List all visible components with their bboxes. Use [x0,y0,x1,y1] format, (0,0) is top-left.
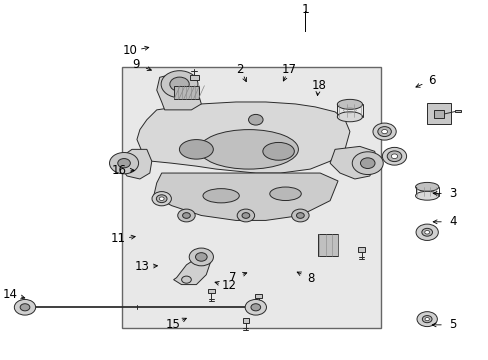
Ellipse shape [390,154,397,158]
Ellipse shape [337,99,362,109]
Polygon shape [120,149,151,179]
Ellipse shape [416,312,436,327]
Bar [255,294,262,298]
Circle shape [351,152,383,175]
Ellipse shape [263,143,294,160]
Circle shape [181,276,191,283]
Ellipse shape [381,130,386,134]
Bar [207,289,214,293]
Polygon shape [157,74,201,110]
Bar [426,103,450,125]
Ellipse shape [269,187,301,201]
Text: 16: 16 [112,164,127,177]
Circle shape [296,213,304,218]
Text: 3: 3 [448,187,455,200]
Ellipse shape [156,195,167,203]
Text: 14: 14 [3,288,18,301]
Ellipse shape [415,224,437,240]
Ellipse shape [337,112,362,122]
Circle shape [182,213,190,218]
Text: 15: 15 [165,318,180,331]
Text: 11: 11 [110,232,125,246]
Polygon shape [137,102,349,173]
Bar [433,109,443,118]
Circle shape [250,304,260,311]
Polygon shape [329,147,377,179]
Ellipse shape [382,147,406,165]
Text: 13: 13 [135,260,149,273]
Bar [318,234,337,256]
Circle shape [169,77,189,91]
Text: 12: 12 [222,279,236,292]
Circle shape [195,253,207,261]
Text: 5: 5 [448,318,455,331]
Circle shape [14,300,36,315]
Bar [174,86,198,99]
Text: 8: 8 [306,271,314,284]
Text: 9: 9 [132,58,140,71]
Text: 17: 17 [282,63,296,76]
Circle shape [360,158,374,168]
Ellipse shape [421,228,431,236]
Ellipse shape [159,197,164,201]
Bar [190,75,198,80]
Ellipse shape [415,183,438,191]
Ellipse shape [386,151,401,162]
Text: 6: 6 [427,74,435,87]
Bar [242,318,249,323]
Circle shape [20,304,30,311]
Circle shape [177,209,195,222]
Text: 1: 1 [301,3,308,16]
Polygon shape [173,255,211,285]
Bar [122,67,380,328]
Bar [454,109,460,112]
Circle shape [248,114,263,125]
Text: 10: 10 [123,44,138,58]
Polygon shape [153,173,337,220]
Ellipse shape [424,318,428,321]
Ellipse shape [152,192,171,206]
Text: 7: 7 [228,271,236,284]
Ellipse shape [179,140,213,159]
Circle shape [291,209,308,222]
Ellipse shape [377,127,390,136]
Circle shape [109,153,138,174]
Ellipse shape [199,130,298,169]
Circle shape [161,71,198,98]
Ellipse shape [424,230,429,234]
Ellipse shape [372,123,395,140]
Circle shape [237,209,254,222]
Bar [358,247,365,252]
Text: 18: 18 [311,78,325,91]
Text: 4: 4 [448,215,456,228]
Ellipse shape [203,189,239,203]
Text: 2: 2 [236,63,244,76]
Ellipse shape [415,191,438,200]
Circle shape [244,300,266,315]
Circle shape [189,248,213,266]
Ellipse shape [422,316,431,323]
Circle shape [118,158,130,168]
Circle shape [242,213,249,218]
